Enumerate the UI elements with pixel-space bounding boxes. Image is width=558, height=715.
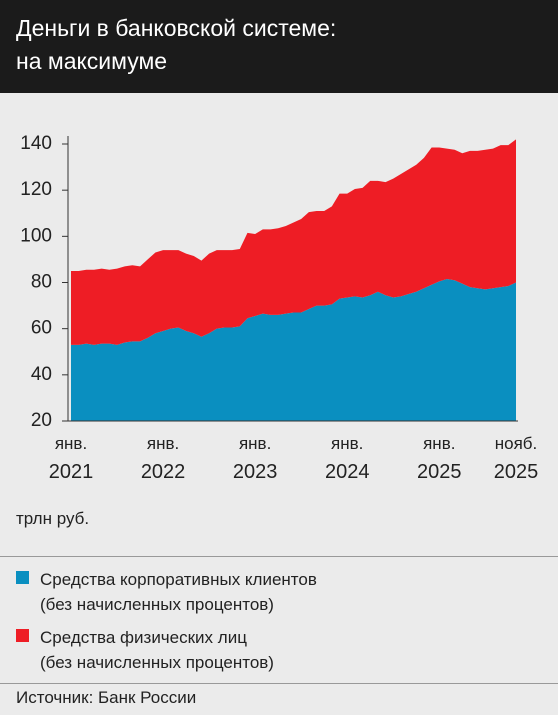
legend-item: Средства физических лиц (без начисленных… (0, 625, 558, 683)
x-tick-label: нояб. 2025 (494, 434, 539, 483)
unit-label: трлн руб. (16, 509, 90, 528)
area (71, 139, 516, 345)
legend-label: Средства корпоративных клиентов (без нач… (40, 570, 317, 614)
source: Источник: Банк России (0, 683, 558, 712)
legend-item: Средства корпоративных клиентов (без нач… (0, 567, 558, 625)
legend-label: Средства физических лиц (без начисленных… (40, 628, 274, 672)
x-tick-label: янв. 2024 (325, 434, 370, 483)
legend-swatch (16, 571, 29, 584)
y-tick-label: 40 (31, 364, 52, 385)
y-tick-label: 20 (31, 410, 52, 431)
x-tick-label: янв. 2021 (49, 434, 94, 483)
header: Деньги в банковской системе: на максимум… (0, 0, 558, 93)
x-tick-label: янв. 2022 (141, 434, 186, 483)
y-tick-label: 120 (20, 179, 52, 200)
chart-title: Деньги в банковской системе: на максимум… (16, 15, 337, 74)
area (71, 279, 516, 421)
x-tick-label: янв. 2025 (417, 434, 462, 483)
chart: 20 40 60 80 100 120 140 янв. 2021 янв. 2022 янв. 202… (20, 133, 539, 483)
y-tick-label: 100 (20, 225, 52, 246)
y-tick-label: 80 (31, 272, 52, 293)
legend: Средства корпоративных клиентов (без нач… (0, 556, 558, 683)
y-tick-label: 140 (20, 133, 52, 154)
legend-swatch (16, 629, 29, 642)
y-tick-label: 60 (31, 318, 52, 339)
x-tick-label: янв. 2023 (233, 434, 278, 483)
